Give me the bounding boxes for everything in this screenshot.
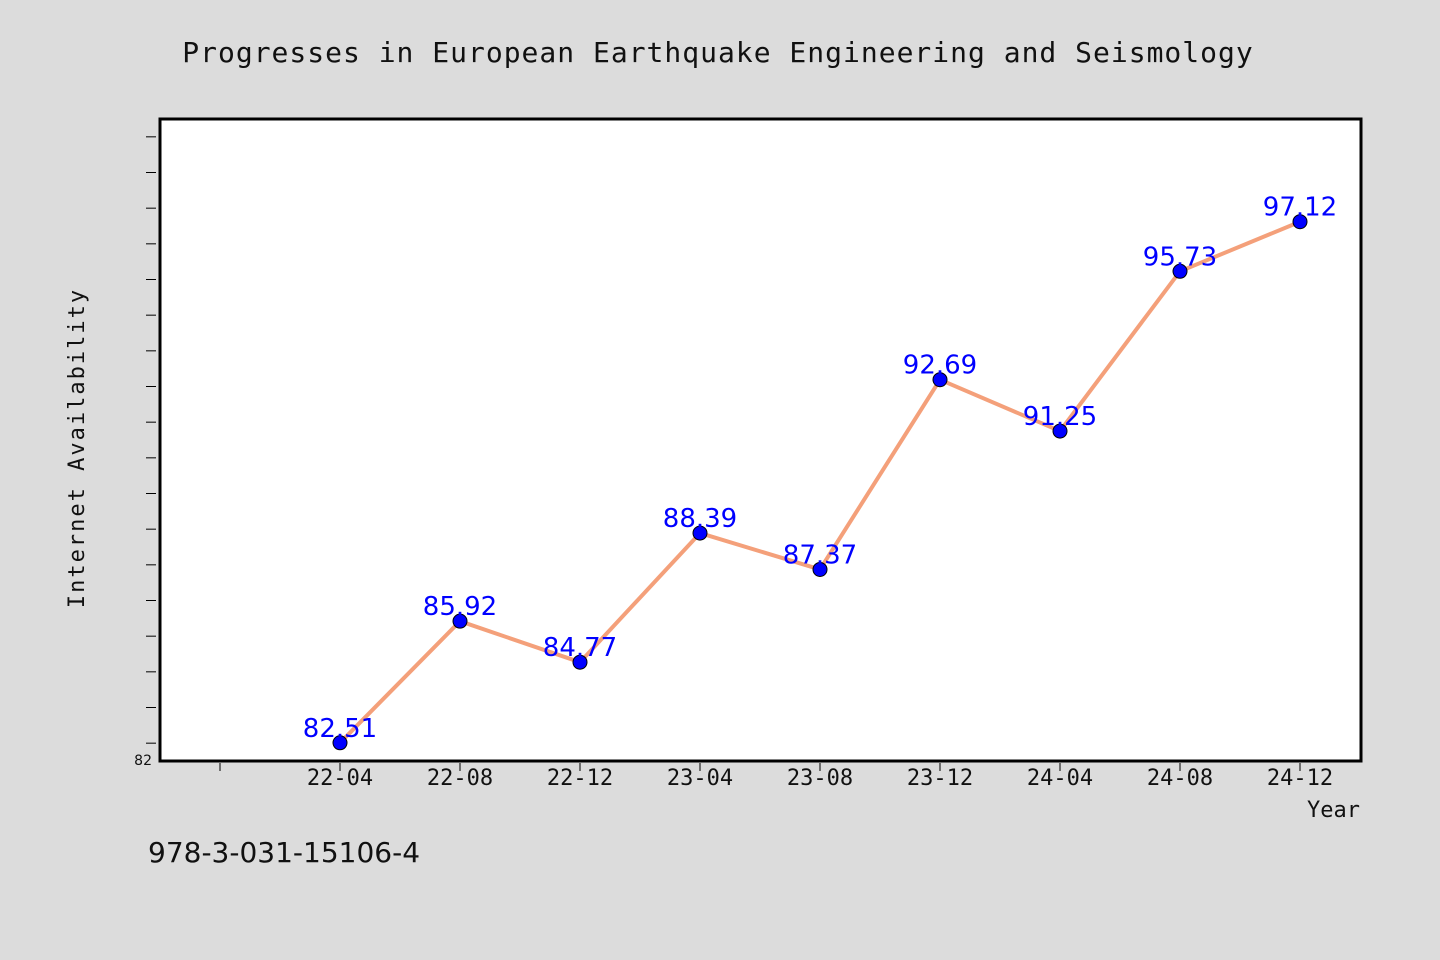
data-point [1292,214,1308,230]
data-label: 84.77 [543,633,617,663]
data-label: 95.73 [1143,242,1217,272]
data-markers [332,214,1308,751]
data-label: 92.69 [903,351,977,381]
data-label: 85.92 [423,592,497,622]
chart-title: Progresses in European Earthquake Engine… [182,36,1253,69]
data-point [572,654,588,670]
plot-area [158,117,1363,763]
x-tick-label: 23-08 [787,766,853,791]
x-tick-label: 23-12 [907,766,973,791]
data-point [452,613,468,629]
x-tick-label: 24-12 [1267,766,1333,791]
data-point [1172,263,1188,279]
y-axis-ticks [146,136,156,744]
y-tick-label-min: 82 [134,753,152,769]
data-point [812,561,828,577]
isbn-footer: 978-3-031-15106-4 [148,836,420,869]
x-axis-label: Year [1307,798,1360,823]
y-axis-label: Internet Availability [65,288,90,608]
x-tick-label: 22-08 [427,766,493,791]
data-label: 87.37 [783,540,857,570]
data-point [1052,423,1068,439]
data-label: 91.25 [1023,402,1097,432]
x-tick-label: 24-04 [1027,766,1093,791]
data-label: 82.51 [303,714,377,744]
x-tick-label: 22-04 [307,766,373,791]
x-axis-ticks: 22-04 22-08 22-12 23-04 23-08 23-12 24-04 24-08… [219,763,1333,791]
x-tick-label: 23-04 [667,766,733,791]
x-tick-label: 24-08 [1147,766,1213,791]
data-point [932,372,948,388]
data-point [332,735,348,751]
data-point [692,525,708,541]
data-label: 88.39 [663,504,737,534]
x-tick-label: 22-12 [547,766,613,791]
data-labels: 82.51 85.92 84.77 88.39 87.37 92.69 91.25 95.73… [303,193,1337,744]
data-label: 97.12 [1263,193,1337,223]
